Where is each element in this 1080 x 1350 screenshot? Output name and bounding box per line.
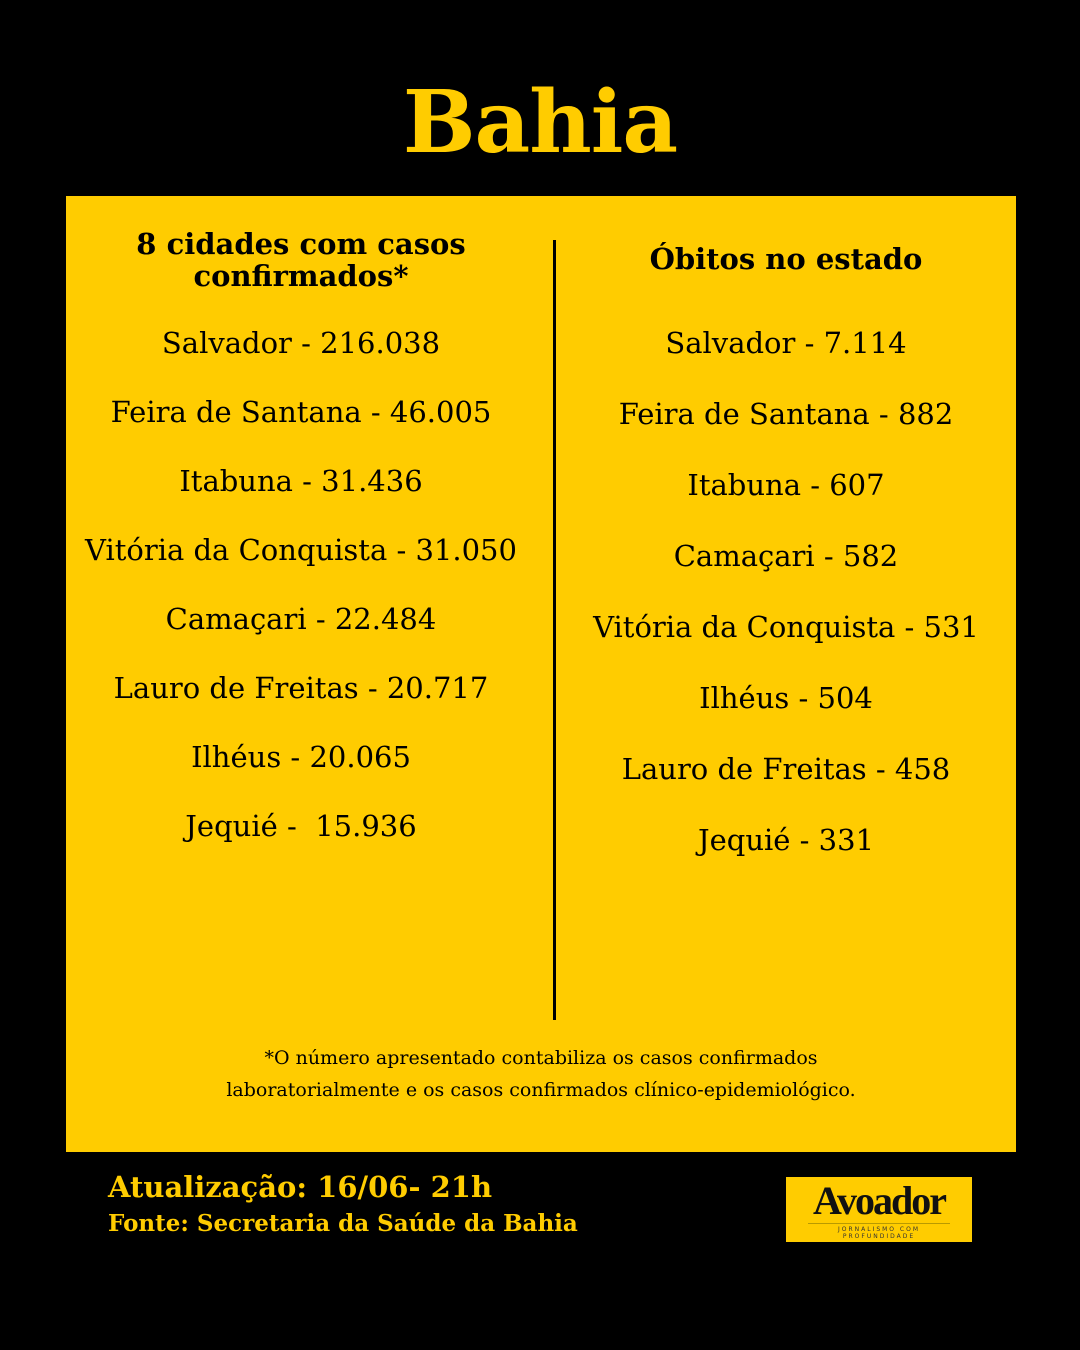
update-timestamp: Atualização: 16/06- 21h [108, 1170, 493, 1204]
cases-heading-line2: confirmados* [193, 259, 409, 293]
page-title: Bahia [402, 72, 678, 173]
deaths-item: Lauro de Freitas - 458 [621, 752, 951, 786]
cases-item: Jequié - 15.936 [185, 809, 417, 843]
data-panel: 8 cidades com casos confirmados* Salvado… [66, 196, 1016, 1152]
cases-item: Vitória da Conquista - 31.050 [85, 533, 517, 567]
cases-item: Salvador - 216.038 [161, 326, 441, 360]
deaths-item: Vitória da Conquista - 531 [593, 610, 979, 644]
deaths-item: Camaçari - 582 [673, 539, 899, 573]
deaths-item: Salvador - 7.114 [665, 326, 907, 360]
deaths-item: Jequié - 331 [697, 823, 875, 857]
cases-item: Lauro de Freitas - 20.717 [113, 671, 489, 705]
cases-heading: 8 cidades com casos confirmados* [66, 228, 536, 292]
cases-item: Ilhéus - 20.065 [191, 740, 411, 774]
source-credit: Fonte: Secretaria da Saúde da Bahia [108, 1210, 578, 1237]
cases-item: Camaçari - 22.484 [165, 602, 437, 636]
logo-tagline: JORNALISMO COM PROFUNDIDADE [808, 1223, 950, 1240]
logo-wordmark: Avoador [813, 1178, 947, 1223]
deaths-item: Itabuna - 607 [687, 468, 885, 502]
column-divider [553, 240, 556, 1020]
footnote: *O número apresentado contabiliza os cas… [66, 1042, 1016, 1106]
deaths-item: Feira de Santana - 882 [618, 397, 954, 431]
cases-item: Feira de Santana - 46.005 [110, 395, 492, 429]
cases-heading-line1: 8 cidades com casos [136, 227, 466, 261]
deaths-heading: Óbitos no estado [649, 242, 923, 276]
footnote-line2: laboratorialmente e os casos confirmados… [226, 1079, 856, 1101]
footnote-line1: *O número apresentado contabiliza os cas… [264, 1047, 818, 1069]
deaths-item: Ilhéus - 504 [699, 681, 873, 715]
avoador-logo: Avoador JORNALISMO COM PROFUNDIDADE [786, 1177, 972, 1242]
cases-item: Itabuna - 31.436 [179, 464, 423, 498]
